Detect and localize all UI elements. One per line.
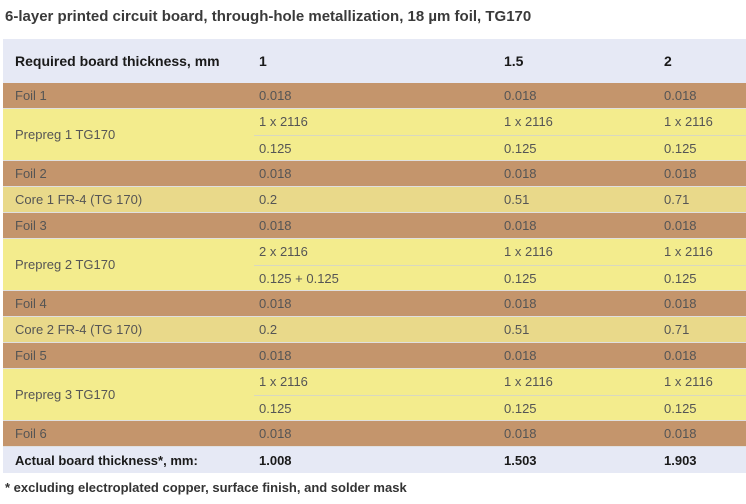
layer-label: Core 1 FR-4 (TG 170) <box>15 192 143 207</box>
value-cell: 0.018 <box>504 296 537 311</box>
prepreg-thickness: 0.125 <box>499 135 659 160</box>
value-cell: 0.51 <box>504 322 530 337</box>
actual-thickness-3: 1.903 <box>664 452 697 468</box>
prepreg-thickness: 0.125 <box>659 135 746 160</box>
table-row-foil-5: Foil 5 0.018 0.018 0.018 <box>3 343 746 369</box>
layer-label: Foil 3 <box>15 218 47 233</box>
table-row-foil-2: Foil 2 0.018 0.018 0.018 <box>3 161 746 187</box>
table-row-prepreg-3: Prepreg 3 TG170 1 x 2116 0.125 1 x 2116 … <box>3 369 746 421</box>
layer-label: Prepreg 3 TG170 <box>15 387 116 402</box>
layer-label: Foil 1 <box>15 88 47 103</box>
prepreg-thickness: 0.125 <box>659 265 746 290</box>
layer-label: Foil 6 <box>15 426 47 441</box>
header-thickness-2: 1.5 <box>504 53 524 69</box>
actual-thickness-1: 1.008 <box>259 452 292 468</box>
value-cell: 1 x 2116 0.125 <box>659 109 746 160</box>
footnote: * excluding electroplated copper, surfac… <box>5 480 407 495</box>
page-title: 6-layer printed circuit board, through-h… <box>5 8 532 25</box>
value-cell: 0.018 <box>504 166 537 181</box>
prepreg-spec: 1 x 2116 <box>259 374 308 389</box>
stackup-table: Required board thickness, mm 1 1.5 2 Foi… <box>3 39 746 473</box>
table-row-prepreg-1: Prepreg 1 TG170 1 x 2116 0.125 1 x 2116 … <box>3 109 746 161</box>
footer-label: Actual board thickness*, mm: <box>15 452 198 468</box>
table-row-foil-6: Foil 6 0.018 0.018 0.018 <box>3 421 746 447</box>
value-cell: 0.71 <box>664 192 690 207</box>
value-cell: 1 x 2116 0.125 <box>254 369 499 420</box>
value-cell: 0.018 <box>504 426 537 441</box>
header-thickness-1: 1 <box>259 53 267 69</box>
table-row-core-1: Core 1 FR-4 (TG 170) 0.2 0.51 0.71 <box>3 187 746 213</box>
prepreg-spec: 1 x 2116 <box>664 374 713 389</box>
actual-thickness-2: 1.503 <box>504 452 537 468</box>
value-cell: 0.018 <box>259 348 292 363</box>
value-cell: 0.018 <box>259 88 292 103</box>
layer-label: Foil 2 <box>15 166 47 181</box>
prepreg-spec: 1 x 2116 <box>259 114 308 129</box>
prepreg-thickness: 0.125 <box>254 135 499 160</box>
value-cell: 0.018 <box>664 296 697 311</box>
prepreg-spec: 1 x 2116 <box>664 244 713 259</box>
value-cell: 0.018 <box>504 348 537 363</box>
table-row-foil-1: Foil 1 0.018 0.018 0.018 <box>3 83 746 109</box>
value-cell: 0.018 <box>664 348 697 363</box>
prepreg-spec: 1 x 2116 <box>664 114 713 129</box>
value-cell: 0.018 <box>664 166 697 181</box>
table-row-prepreg-2: Prepreg 2 TG170 2 x 2116 0.125 + 0.125 1… <box>3 239 746 291</box>
value-cell: 0.018 <box>259 426 292 441</box>
table-row-core-2: Core 2 FR-4 (TG 170) 0.2 0.51 0.71 <box>3 317 746 343</box>
table-footer-row: Actual board thickness*, mm: 1.008 1.503… <box>3 447 746 473</box>
layer-label: Core 2 FR-4 (TG 170) <box>15 322 143 337</box>
value-cell: 0.018 <box>664 218 697 233</box>
value-cell: 0.018 <box>664 426 697 441</box>
prepreg-thickness: 0.125 <box>254 395 499 420</box>
table-header-row: Required board thickness, mm 1 1.5 2 <box>3 39 746 83</box>
prepreg-thickness: 0.125 <box>499 395 659 420</box>
prepreg-thickness: 0.125 + 0.125 <box>254 265 499 290</box>
value-cell: 0.018 <box>664 88 697 103</box>
prepreg-thickness: 0.125 <box>499 265 659 290</box>
prepreg-thickness: 0.125 <box>659 395 746 420</box>
prepreg-spec: 1 x 2116 <box>504 114 553 129</box>
layer-label: Prepreg 1 TG170 <box>15 127 116 142</box>
layer-label: Foil 4 <box>15 296 47 311</box>
value-cell: 0.2 <box>259 322 278 337</box>
value-cell: 1 x 2116 0.125 <box>499 369 659 420</box>
value-cell: 2 x 2116 0.125 + 0.125 <box>254 239 499 290</box>
value-cell: 1 x 2116 0.125 <box>659 369 746 420</box>
prepreg-spec: 2 x 2116 <box>259 244 308 259</box>
value-cell: 0.018 <box>259 218 292 233</box>
layer-label: Foil 5 <box>15 348 47 363</box>
value-cell: 0.2 <box>259 192 278 207</box>
table-row-foil-3: Foil 3 0.018 0.018 0.018 <box>3 213 746 239</box>
value-cell: 0.018 <box>259 296 292 311</box>
value-cell: 0.018 <box>259 166 292 181</box>
table-row-foil-4: Foil 4 0.018 0.018 0.018 <box>3 291 746 317</box>
header-label: Required board thickness, mm <box>15 53 220 69</box>
value-cell: 0.51 <box>504 192 530 207</box>
prepreg-spec: 1 x 2116 <box>504 374 553 389</box>
header-thickness-3: 2 <box>664 53 672 69</box>
prepreg-spec: 1 x 2116 <box>504 244 553 259</box>
value-cell: 0.71 <box>664 322 690 337</box>
value-cell: 1 x 2116 0.125 <box>659 239 746 290</box>
value-cell: 1 x 2116 0.125 <box>254 109 499 160</box>
value-cell: 1 x 2116 0.125 <box>499 109 659 160</box>
value-cell: 0.018 <box>504 218 537 233</box>
layer-label: Prepreg 2 TG170 <box>15 257 116 272</box>
value-cell: 0.018 <box>504 88 537 103</box>
value-cell: 1 x 2116 0.125 <box>499 239 659 290</box>
